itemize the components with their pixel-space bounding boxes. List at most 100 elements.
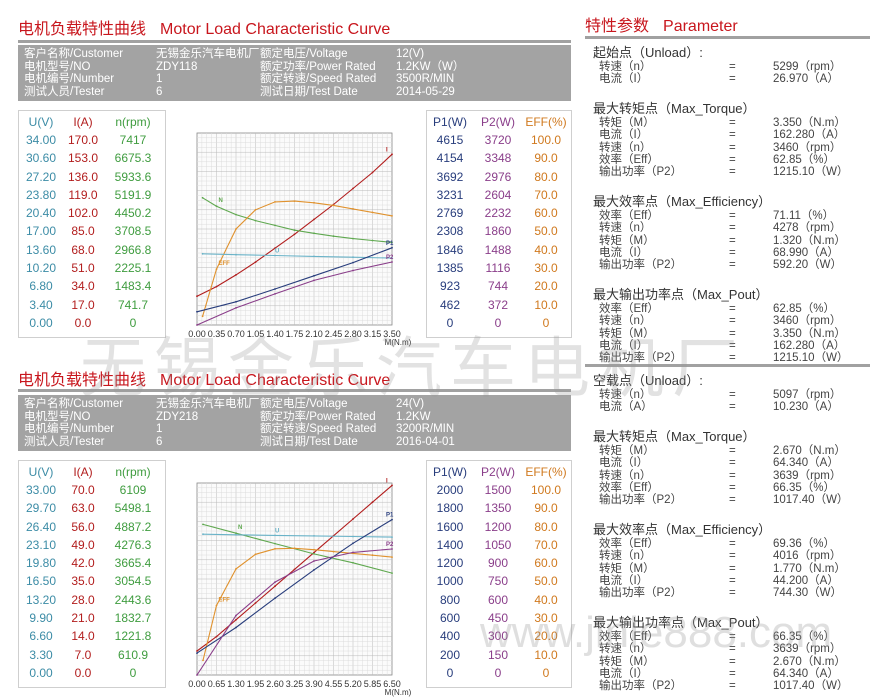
param-group-title: 最大转矩点（Max_Torque） [593,100,756,116]
x-tick-label: 1.30 [227,679,245,689]
param-group-title: 最大输出功率点（Max_Pout） [593,286,769,302]
param-equals: = [729,315,736,328]
x-tick-label: 5.85 [364,679,382,689]
x-tick-label: 3.90 [305,679,323,689]
data-point [274,542,276,545]
series-label: I [386,147,388,153]
table-cell: 29.70 [25,501,57,516]
info-date-label: 测试日期/Test Date [260,435,358,448]
info-number: 1 [156,423,163,435]
param-label: 电流（I） [599,129,649,142]
param-row: 转速（n） = 4278（rpm） [593,222,863,234]
table-cell: 1200 [484,519,512,534]
table-cell: 10.20 [25,261,57,276]
param-row: 转速（n） = 3460（rpm） [593,315,863,327]
table-cell: 49.0 [71,537,95,552]
info-model-label: 电机型号/NO [24,60,91,73]
info-model-label: 电机型号/NO [24,410,91,423]
param-label: 电流（I） [599,574,649,587]
param-equals: = [729,209,736,222]
table-cell: 50.0 [534,224,558,239]
param-equals: = [729,537,736,550]
table-cell: 5933.6 [114,169,152,184]
param-label: 转速（n） [599,389,652,401]
param-value: 3.350（N.m） [773,327,846,340]
param-value: 4278（rpm） [773,222,842,235]
data-point [352,561,354,564]
info-speed: 3500R/MIN [396,73,455,85]
x-tick-label: 2.10 [305,329,323,339]
info-power: 1.2KW [396,410,431,423]
data-point [235,213,237,216]
table-cell: 2604 [484,187,512,202]
param-label: 转矩（M） [599,116,655,129]
param-label: 转速（n） [599,141,652,154]
column-header: U(V) [28,465,54,479]
table-cell: 6.80 [29,279,53,294]
data-point [352,542,354,545]
param-value: 62.85（%） [773,153,836,166]
table-cell: 1860 [484,224,512,239]
table-cell: 13.20 [25,592,57,607]
table-cell: 2443.6 [114,592,152,607]
table-cell: 23.10 [25,537,57,552]
series-label: U [275,249,279,255]
param-row: 效率（Eff） = 71.11（%） [593,210,863,222]
param-value: 3639（rpm） [773,469,842,482]
data-point [254,261,257,263]
param-value: 5299（rpm） [773,61,842,73]
param-equals: = [729,667,736,680]
column-header: P1(W) [433,465,467,479]
param-value: 162.280（A） [773,339,846,352]
param-label: 转速（n） [599,61,652,73]
param-row: 电流（A） = 10.230（A） [593,401,863,413]
table-cell: 70.0 [71,483,95,497]
data-point [235,532,237,535]
data-point [274,247,276,250]
param-value: 64.340（A） [773,457,839,470]
table-cell: 17.0 [71,297,95,312]
param-value: 62.85（%） [773,302,836,315]
x-tick-label: 2.80 [344,329,362,339]
table-cell: 30.0 [534,611,558,626]
param-group: 最大效率点（Max_Efficiency） 效率（Eff） = 71.11（%） 转速（… [593,193,863,272]
table-cell: 30.0 [534,261,558,276]
table-cell: 35.0 [71,574,95,589]
param-label: 转矩（M） [599,327,655,340]
column-header: P2(W) [481,465,515,479]
param-equals: = [729,61,736,73]
table-cell: 3054.5 [114,574,152,589]
table-cell: 16.50 [25,574,57,589]
divider [585,36,870,39]
data-point [332,204,335,207]
param-row: 转速（n） = 3639（rpm） [593,643,863,655]
info-tester: 6 [156,435,163,448]
x-tick-label: 3.25 [286,679,304,689]
param-equals: = [729,302,736,315]
table-cell: 60.0 [534,206,558,221]
series-label: N [219,198,223,204]
param-group-title: 最大效率点（Max_Efficiency） [593,193,772,209]
data-point [313,551,315,554]
x-tick-label: 6.50 [383,679,401,689]
table-cell: 0 [446,315,454,330]
series-label: P1 [386,513,394,519]
x-tick-label: 2.60 [266,679,284,689]
title-cn: 电机负载特性曲线 [18,21,147,38]
column-p2: P2(W) 1500 1350 1200 1050 900 750 600 450 300 150 0 [475,463,521,682]
table-cell: 90.0 [534,151,558,166]
table-cell: 19.80 [25,556,57,571]
data-point [274,224,276,227]
param-equals: = [729,494,736,507]
param-value: 3639（rpm） [773,643,842,656]
title-en: Motor Load Characteristic Curve [160,372,391,389]
param-row: 效率（Eff） = 69.36（%） [593,538,863,550]
param-value: 162.280（A） [773,129,846,142]
table-right-1: P1(W) 4615 4154 3692 3231 2769 2308 1846 1385 923… [426,110,572,338]
param-label: 输出功率（P2） [599,587,683,600]
table-cell: 26.40 [25,519,57,534]
param-label: 转矩（M） [599,234,655,247]
table-cell: 4887.2 [114,519,152,534]
table-cell: 0 [129,315,137,330]
info-tester-label: 测试人员/Tester [24,85,105,98]
